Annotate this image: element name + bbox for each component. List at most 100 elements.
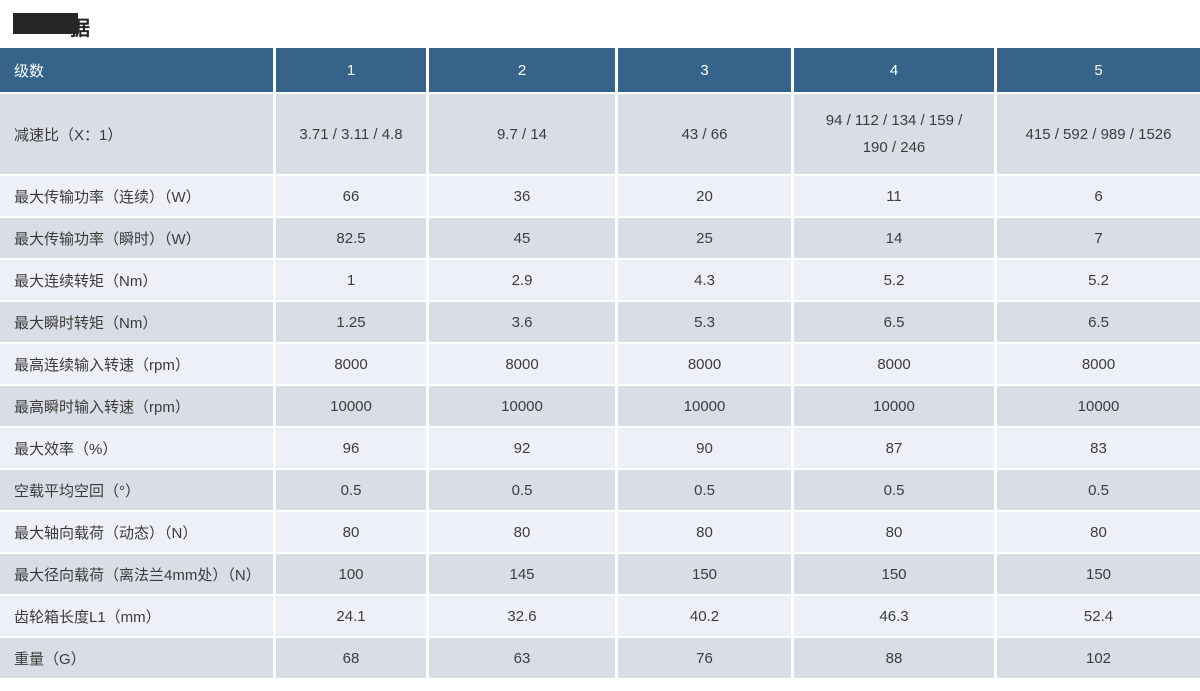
cell-value: 5.2 (791, 260, 994, 300)
cell-value: 80 (791, 512, 994, 552)
table-row: 最大传输功率（瞬时）（W） 82.5 45 25 14 7 (0, 218, 1200, 258)
column-header-4: 4 (791, 48, 994, 92)
cell-value: 82.5 (273, 218, 426, 258)
row-label: 最大传输功率（连续）（W） (14, 188, 201, 206)
row-label: 最大轴向载荷（动态）（N） (14, 524, 198, 542)
cell-value: 40.2 (615, 596, 791, 636)
column-header-1: 1 (273, 48, 426, 92)
cell-value: 8000 (273, 344, 426, 384)
cell-value: 45 (426, 218, 615, 258)
cell-value: 0.5 (994, 470, 1200, 510)
cell-value: 90 (615, 428, 791, 468)
spec-table: 级数 1 2 3 4 5 减速比（X：1） 3.71 / 3.11 / 4.8 9.7 / 14… (0, 48, 1200, 678)
row-label: 最大瞬时转矩（Nm） (14, 314, 158, 332)
cell-value: 88 (791, 638, 994, 678)
table-row: 最大径向载荷（离法兰4mm处）（N） 100 145 150 150 150 (0, 554, 1200, 594)
table-row: 齿轮箱长度L1（mm） 24.1 32.6 40.2 46.3 52.4 (0, 596, 1200, 636)
cell-value: 76 (615, 638, 791, 678)
cell-value: 10000 (615, 386, 791, 426)
table-row: 最高瞬时输入转速（rpm） 10000 10000 10000 10000 10000 (0, 386, 1200, 426)
cell-value: 10000 (273, 386, 426, 426)
page-title: 据 (13, 11, 1200, 40)
cell-value: 83 (994, 428, 1200, 468)
cell-value: 415 / 592 / 989 / 1526 (994, 94, 1200, 174)
column-header-2: 2 (426, 48, 615, 92)
row-label: 最大传输功率（瞬时）（W） (14, 230, 201, 248)
cell-value: 102 (994, 638, 1200, 678)
cell-value: 150 (994, 554, 1200, 594)
cell-value: 9.7 / 14 (426, 94, 615, 174)
cell-value: 8000 (426, 344, 615, 384)
cell-value: 145 (426, 554, 615, 594)
cell-value: 6.5 (791, 302, 994, 342)
cell-value: 10000 (791, 386, 994, 426)
cell-value: 4.3 (615, 260, 791, 300)
cell-value: 7 (994, 218, 1200, 258)
column-header-5: 5 (994, 48, 1200, 92)
table-row: 重量（G） 68 63 76 88 102 (0, 638, 1200, 678)
cell-value: 80 (615, 512, 791, 552)
cell-value: 66 (273, 176, 426, 216)
row-label: 最大径向载荷（离法兰4mm处）（N） (14, 566, 261, 584)
table-row: 最大瞬时转矩（Nm） 1.25 3.6 5.3 6.5 6.5 (0, 302, 1200, 342)
cell-value: 43 / 66 (615, 94, 791, 174)
row-label: 齿轮箱长度L1（mm） (14, 608, 161, 626)
cell-value: 8000 (994, 344, 1200, 384)
cell-value: 20 (615, 176, 791, 216)
cell-value: 3.6 (426, 302, 615, 342)
cell-value: 6 (994, 176, 1200, 216)
table-row: 空载平均空回（°） 0.5 0.5 0.5 0.5 0.5 (0, 470, 1200, 510)
table-row: 最大连续转矩（Nm） 1 2.9 4.3 5.2 5.2 (0, 260, 1200, 300)
cell-value: 150 (791, 554, 994, 594)
cell-value: 80 (273, 512, 426, 552)
cell-value: 8000 (615, 344, 791, 384)
cell-value: 3.71 / 3.11 / 4.8 (273, 94, 426, 174)
cell-value: 14 (791, 218, 994, 258)
row-label: 最高瞬时输入转速（rpm） (14, 398, 190, 416)
cell-value: 68 (273, 638, 426, 678)
table-header-row: 级数 1 2 3 4 5 (0, 48, 1200, 92)
cell-value: 8000 (791, 344, 994, 384)
cell-value: 2.9 (426, 260, 615, 300)
table-row: 最高连续输入转速（rpm） 8000 8000 8000 8000 8000 (0, 344, 1200, 384)
cell-value: 92 (426, 428, 615, 468)
cell-value: 0.5 (615, 470, 791, 510)
cell-value: 36 (426, 176, 615, 216)
cell-value: 11 (791, 176, 994, 216)
cell-value: 63 (426, 638, 615, 678)
column-header-label: 级数 (14, 62, 45, 80)
cell-value: 1.25 (273, 302, 426, 342)
cell-value: 94 / 112 / 134 / 159 / 190 / 246 (791, 94, 994, 174)
cell-value: 10000 (994, 386, 1200, 426)
cell-value: 6.5 (994, 302, 1200, 342)
cell-value: 150 (615, 554, 791, 594)
cell-value: 0.5 (426, 470, 615, 510)
cell-value: 52.4 (994, 596, 1200, 636)
cell-value: 32.6 (426, 596, 615, 636)
cell-value: 46.3 (791, 596, 994, 636)
cell-value: 96 (273, 428, 426, 468)
cell-value: 5.3 (615, 302, 791, 342)
table-row: 减速比（X：1） 3.71 / 3.11 / 4.8 9.7 / 14 43 / 66… (0, 94, 1200, 174)
table-row: 最大效率（%） 96 92 90 87 83 (0, 428, 1200, 468)
row-label: 重量（G） (14, 650, 86, 668)
cell-value: 10000 (426, 386, 615, 426)
cell-value: 1 (273, 260, 426, 300)
cell-value: 80 (426, 512, 615, 552)
table-row: 最大传输功率（连续）（W） 66 36 20 11 6 (0, 176, 1200, 216)
column-header-3: 3 (615, 48, 791, 92)
row-label: 减速比（X：1） (14, 126, 123, 144)
cell-value: 0.5 (273, 470, 426, 510)
table-row: 最大轴向载荷（动态）（N） 80 80 80 80 80 (0, 512, 1200, 552)
cell-value: 80 (994, 512, 1200, 552)
cell-value: 100 (273, 554, 426, 594)
cell-value: 87 (791, 428, 994, 468)
cell-value: 0.5 (791, 470, 994, 510)
row-label: 最大连续转矩（Nm） (14, 272, 158, 290)
cell-value: 5.2 (994, 260, 1200, 300)
row-label: 最高连续输入转速（rpm） (14, 356, 190, 374)
cell-value: 25 (615, 218, 791, 258)
title-redaction-box (13, 13, 78, 34)
row-label: 最大效率（%） (14, 440, 118, 458)
row-label: 空载平均空回（°） (14, 482, 140, 500)
